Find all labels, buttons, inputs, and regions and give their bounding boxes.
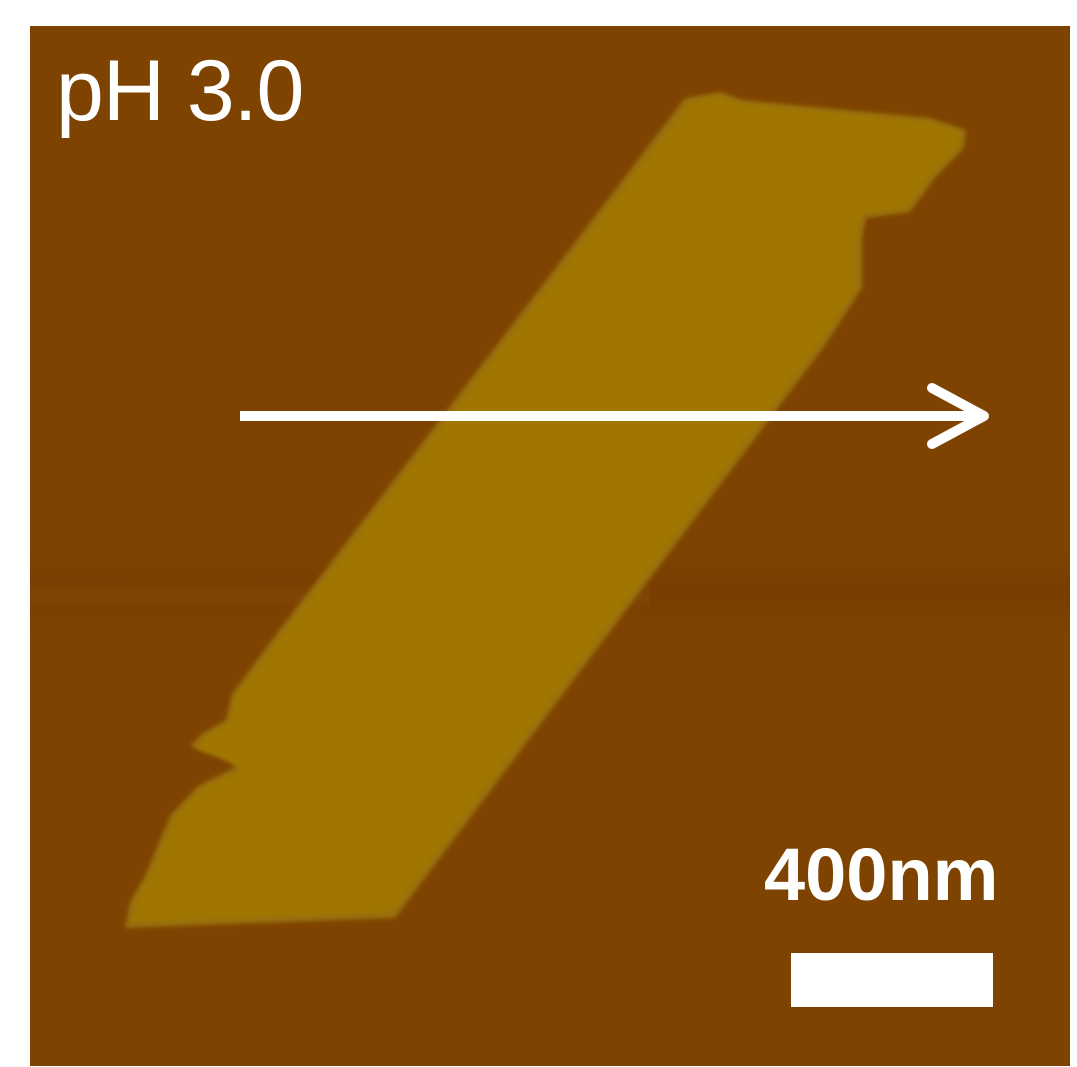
graphene-flake [132,96,960,922]
scale-bar [791,953,993,1007]
ph-label: pH 3.0 [56,43,304,139]
afm-topography-canvas [30,26,1070,1066]
afm-height-image: pH 3.0 400nm [30,26,1070,1066]
scale-bar-label: 400nm [764,833,999,916]
